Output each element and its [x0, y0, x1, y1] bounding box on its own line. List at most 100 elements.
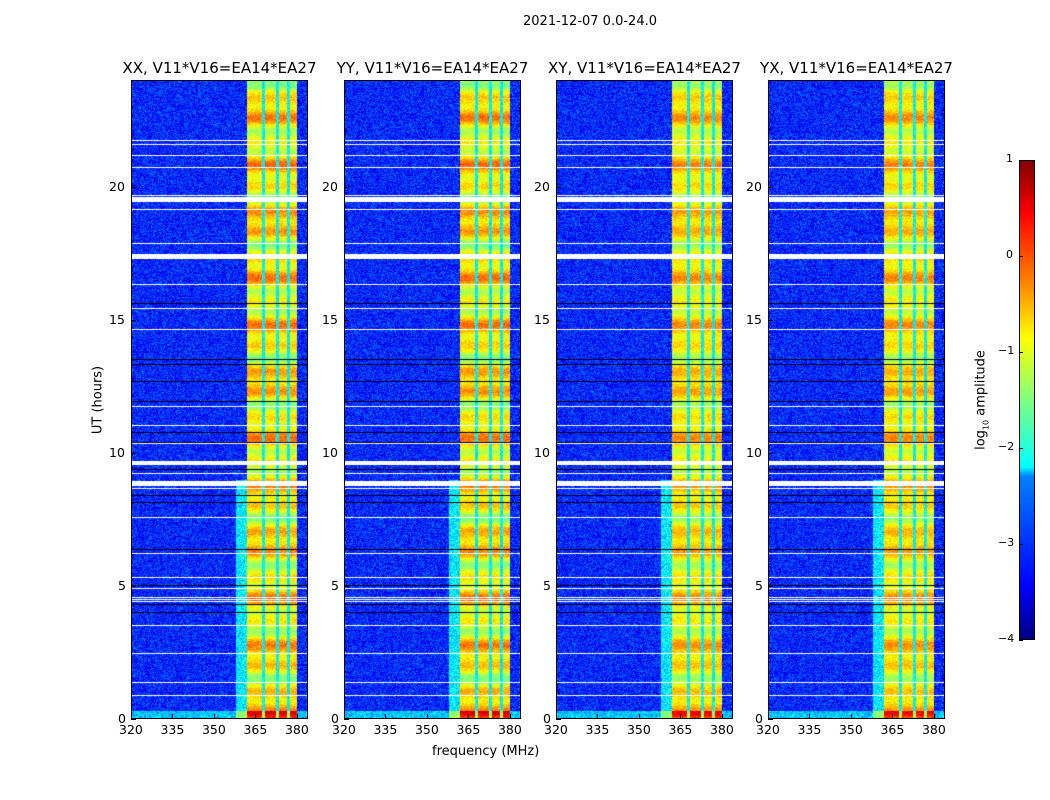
x-tick: [638, 714, 640, 719]
y-tick: [768, 585, 773, 587]
y-tick: [131, 452, 136, 454]
y-tick: [556, 186, 561, 188]
x-tick-label: 365: [668, 722, 693, 737]
x-tick: [468, 714, 470, 719]
y-tick: [344, 186, 349, 188]
colorbar-tick-label: −1: [998, 344, 1015, 357]
x-tick: [255, 714, 257, 719]
y-tick-label: 5: [331, 577, 339, 593]
y-tick-label: 10: [534, 444, 550, 460]
y-tick: [131, 319, 136, 321]
x-tick: [721, 714, 723, 719]
colorbar-tick: [1019, 448, 1023, 449]
x-tick-label: 335: [373, 722, 398, 737]
x-tick: [933, 714, 935, 719]
colorbar-tick: [1019, 544, 1023, 545]
y-tick-label: 20: [746, 178, 762, 194]
x-tick: [385, 714, 387, 719]
heatmap-image: [345, 81, 520, 718]
y-tick: [768, 452, 773, 454]
x-tick: [768, 714, 769, 719]
x-tick-label: 380: [284, 722, 309, 737]
y-tick: [556, 585, 561, 587]
colorbar-tick-label: 0: [1006, 248, 1013, 261]
heatmap-panel-1: [344, 80, 521, 719]
y-tick-label: 15: [746, 311, 762, 327]
colorbar-label: log10 amplitude: [974, 350, 991, 450]
heatmap-panel-3: [768, 80, 945, 719]
x-tick: [509, 714, 511, 719]
x-tick: [597, 714, 599, 719]
heatmap-image: [132, 81, 307, 718]
y-tick-label: 0: [543, 711, 551, 726]
y-tick-label: 5: [118, 577, 126, 593]
colorbar-tick: [1019, 160, 1023, 161]
colorbar-tick-label: 1: [1006, 152, 1013, 165]
panel-title: YY, V11*V16=EA14*EA27: [336, 59, 529, 77]
panel-title: XX, V11*V16=EA14*EA27: [122, 59, 317, 77]
y-tick: [556, 319, 561, 321]
colorbar-tick-label: −3: [998, 536, 1015, 549]
y-tick-label: 10: [322, 444, 338, 460]
x-tick-label: 350: [201, 722, 226, 737]
y-tick: [768, 186, 773, 188]
x-tick: [556, 714, 557, 719]
y-tick: [131, 186, 136, 188]
y-axis-label: UT (hours): [90, 365, 106, 435]
y-tick: [344, 585, 349, 587]
y-tick-label: 20: [534, 178, 550, 194]
y-tick: [344, 452, 349, 454]
x-tick-label: 335: [585, 722, 610, 737]
x-tick: [172, 714, 174, 719]
heatmap-image: [769, 81, 944, 718]
y-tick-label: 0: [331, 711, 339, 726]
y-tick-label: 5: [543, 577, 551, 593]
heatmap-panel-0: [131, 80, 308, 719]
x-tick-label: 350: [626, 722, 651, 737]
x-tick: [809, 714, 811, 719]
y-tick-label: 15: [109, 311, 125, 327]
x-tick: [344, 714, 345, 719]
colorbar-label-prefix: log: [973, 430, 989, 450]
x-tick-label: 335: [797, 722, 822, 737]
x-tick-label: 320: [756, 722, 780, 737]
x-tick: [296, 714, 298, 719]
y-tick-label: 5: [755, 577, 763, 593]
colorbar-tick-label: −2: [998, 440, 1015, 453]
y-tick: [556, 719, 561, 720]
x-tick: [131, 714, 132, 719]
x-tick: [680, 714, 682, 719]
colorbar-tick: [1019, 256, 1023, 257]
x-tick-label: 350: [414, 722, 439, 737]
x-tick: [892, 714, 894, 719]
x-tick-label: 365: [456, 722, 481, 737]
y-tick-label: 10: [109, 444, 125, 460]
y-tick-label: 20: [109, 178, 125, 194]
y-tick: [131, 585, 136, 587]
x-tick-label: 350: [838, 722, 863, 737]
x-axis-label: frequency (MHz): [432, 744, 540, 759]
y-tick-label: 0: [755, 711, 763, 726]
y-tick-label: 20: [322, 178, 338, 194]
colorbar-tick: [1019, 352, 1023, 353]
x-tick-label: 380: [709, 722, 734, 737]
x-tick-label: 380: [921, 722, 946, 737]
y-tick-label: 15: [322, 311, 338, 327]
panel-title: XY, V11*V16=EA14*EA27: [548, 59, 741, 77]
y-tick: [556, 452, 561, 454]
x-tick: [850, 714, 852, 719]
y-tick-label: 0: [118, 711, 126, 726]
colorbar-label-sub: 10: [981, 419, 991, 431]
y-tick: [768, 319, 773, 321]
x-tick-label: 320: [544, 722, 568, 737]
y-tick-label: 15: [534, 311, 550, 327]
x-tick-label: 380: [497, 722, 522, 737]
y-tick-label: 10: [746, 444, 762, 460]
colorbar: [1019, 160, 1035, 640]
y-tick: [344, 319, 349, 321]
colorbar-tick-label: −4: [998, 632, 1015, 645]
x-tick-label: 365: [243, 722, 268, 737]
y-tick: [131, 719, 136, 720]
colorbar-label-suffix: amplitude: [973, 350, 989, 420]
